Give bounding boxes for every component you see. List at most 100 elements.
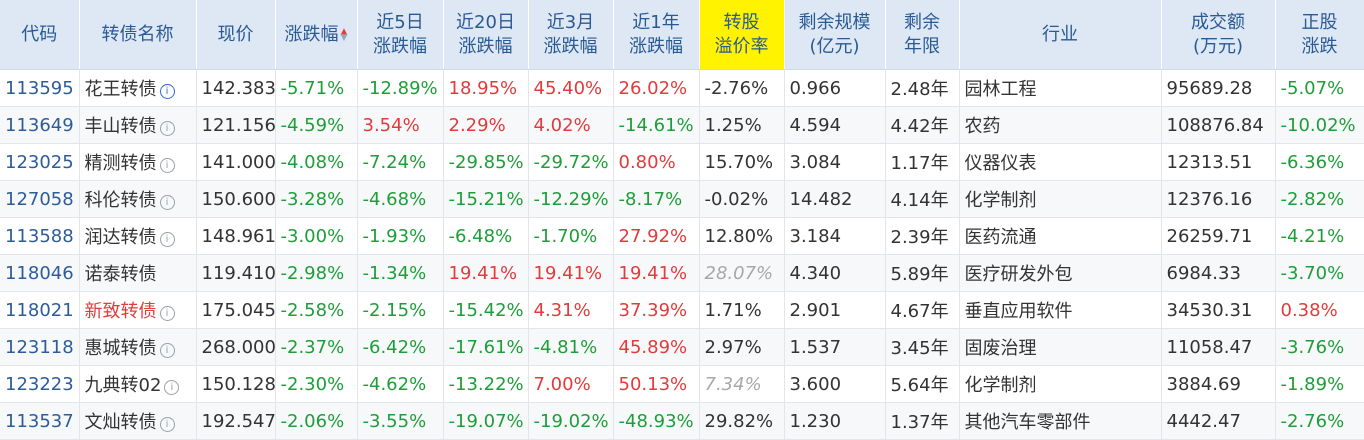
cell-name[interactable]: 润达转债 i bbox=[79, 217, 197, 255]
cell-premium-text: 15.70% bbox=[704, 151, 774, 173]
cell-code[interactable]: 113537 bbox=[0, 402, 80, 440]
cell-change: -2.98% bbox=[275, 254, 358, 292]
cell-code[interactable]: 113595 bbox=[0, 69, 80, 107]
cell-name[interactable]: 诺泰转债 bbox=[79, 254, 197, 292]
info-icon[interactable]: i bbox=[164, 380, 180, 395]
cell-chg1y: -14.61% bbox=[613, 106, 700, 144]
cell-stock: 0.38% bbox=[1275, 291, 1364, 329]
cell-chg1y-text: 0.80% bbox=[618, 151, 676, 173]
cell-name[interactable]: 精测转债 i bbox=[79, 143, 197, 181]
header-stock-change[interactable]: 正股 涨跌 bbox=[1275, 0, 1364, 70]
table-row[interactable]: 127058 科伦转债 i 150.600 -3.28% -4.68% -15.21% -12… bbox=[0, 180, 1364, 218]
header-years-line2: 年限 bbox=[904, 35, 940, 57]
header-change[interactable]: 涨跌幅 ▲ ▼ bbox=[275, 0, 358, 70]
header-price[interactable]: 现价 bbox=[196, 0, 276, 70]
header-premium[interactable]: 转股 溢价率 bbox=[699, 0, 785, 70]
cell-change-text: -4.08% bbox=[280, 151, 345, 173]
info-icon[interactable]: i bbox=[159, 343, 175, 358]
cell-code[interactable]: 123223 bbox=[0, 365, 80, 403]
cell-chg5d: -12.89% bbox=[357, 69, 444, 107]
cell-name[interactable]: 九典转02 i bbox=[79, 365, 197, 403]
cell-chg3m: -1.70% bbox=[528, 217, 614, 255]
cell-chg1y-text: 37.39% bbox=[618, 299, 688, 321]
cell-change: -5.71% bbox=[275, 69, 358, 107]
cell-years-text: 2.48年 bbox=[890, 79, 949, 100]
info-icon[interactable]: i bbox=[159, 306, 175, 321]
cell-code[interactable]: 123025 bbox=[0, 143, 80, 181]
cell-scale: 3.084 bbox=[784, 143, 886, 181]
cell-premium-text: 1.25% bbox=[704, 114, 762, 136]
cell-volume-text: 6984.33 bbox=[1166, 262, 1241, 284]
header-change-label: 涨跌幅 bbox=[284, 23, 339, 45]
cell-scale: 3.184 bbox=[784, 217, 886, 255]
header-name[interactable]: 转债名称 bbox=[79, 0, 197, 70]
cell-code[interactable]: 113588 bbox=[0, 217, 80, 255]
cell-chg3m: -12.29% bbox=[528, 180, 614, 218]
cell-code[interactable]: 118046 bbox=[0, 254, 80, 292]
header-1y-change[interactable]: 近1年 涨跌幅 bbox=[613, 0, 700, 70]
table-row[interactable]: 113649 丰山转债 i 121.156 -4.59% 3.54% 2.29% 4.02% -… bbox=[0, 106, 1364, 144]
table-row[interactable]: 113595 花王转债 i 142.383 -5.71% -12.89% 18.95% 45.… bbox=[0, 69, 1364, 107]
cell-name[interactable]: 文灿转债 i bbox=[79, 402, 197, 440]
cell-change: -4.08% bbox=[275, 143, 358, 181]
header-code[interactable]: 代码 bbox=[0, 0, 80, 70]
cell-chg3m-text: -29.72% bbox=[533, 151, 609, 173]
cell-chg3m-text: 45.40% bbox=[533, 77, 603, 99]
table-row[interactable]: 123223 九典转02 i 150.128 -2.30% -4.62% -13.22% 7.… bbox=[0, 365, 1364, 403]
header-industry[interactable]: 行业 bbox=[959, 0, 1162, 70]
cell-chg5d: -7.24% bbox=[357, 143, 444, 181]
cell-chg20d: 18.95% bbox=[443, 69, 529, 107]
cell-price-text: 150.600 bbox=[201, 188, 275, 210]
cell-code[interactable]: 127058 bbox=[0, 180, 80, 218]
header-volume[interactable]: 成交额 (万元) bbox=[1161, 0, 1276, 70]
cell-name[interactable]: 科伦转债 i bbox=[79, 180, 197, 218]
info-icon[interactable]: i bbox=[159, 121, 175, 136]
cell-code-text: 127058 bbox=[5, 188, 74, 210]
table-row[interactable]: 118046 诺泰转债 119.410 -2.98% -1.34% 19.41% 19.41… bbox=[0, 254, 1364, 292]
table-row[interactable]: 123118 惠城转债 i 268.000 -2.37% -6.42% -17.61% -4.… bbox=[0, 328, 1364, 366]
cell-industry-text: 农药 bbox=[964, 116, 1001, 137]
header-20d-change[interactable]: 近20日 涨跌幅 bbox=[443, 0, 529, 70]
cell-volume-text: 4442.47 bbox=[1166, 410, 1241, 432]
cell-change-text: -2.58% bbox=[280, 299, 345, 321]
cell-industry: 其他汽车零部件 bbox=[959, 402, 1162, 440]
cell-name[interactable]: 新致转债 i bbox=[79, 291, 197, 329]
cell-chg3m: 4.02% bbox=[528, 106, 614, 144]
info-icon[interactable]: i bbox=[159, 195, 175, 210]
header-scale[interactable]: 剩余规模 (亿元) bbox=[784, 0, 886, 70]
table-row[interactable]: 118021 新致转债 i 175.045 -2.58% -2.15% -15.42% 4.3… bbox=[0, 291, 1364, 329]
cell-years: 4.42年 bbox=[885, 106, 960, 144]
table-row[interactable]: 113588 润达转债 i 148.961 -3.00% -1.93% -6.48% -1.7… bbox=[0, 217, 1364, 255]
cell-code[interactable]: 118021 bbox=[0, 291, 80, 329]
header-years[interactable]: 剩余 年限 bbox=[885, 0, 960, 70]
cell-years-text: 4.42年 bbox=[890, 116, 949, 137]
table-row[interactable]: 123025 精测转债 i 141.000 -4.08% -7.24% -29.85% -29… bbox=[0, 143, 1364, 181]
cell-scale: 2.901 bbox=[784, 291, 886, 329]
cell-scale-text: 1.537 bbox=[789, 336, 842, 358]
info-icon[interactable]: i bbox=[159, 84, 175, 99]
table-row[interactable]: 113537 文灿转债 i 192.547 -2.06% -3.55% -19.07% -19… bbox=[0, 402, 1364, 440]
cell-name-text: 诺泰转债 bbox=[84, 264, 157, 285]
info-icon[interactable]: i bbox=[159, 158, 175, 173]
cell-industry: 医药流通 bbox=[959, 217, 1162, 255]
cell-code[interactable]: 113649 bbox=[0, 106, 80, 144]
cell-name[interactable]: 丰山转债 i bbox=[79, 106, 197, 144]
cell-chg3m: 19.41% bbox=[528, 254, 614, 292]
sort-arrows-icon[interactable]: ▲ ▼ bbox=[341, 27, 348, 42]
cell-stock-text: 0.38% bbox=[1280, 299, 1338, 321]
cell-name[interactable]: 惠城转债 i bbox=[79, 328, 197, 366]
info-icon[interactable]: i bbox=[159, 232, 175, 247]
cell-price: 142.383 bbox=[196, 69, 276, 107]
header-3m-change[interactable]: 近3月 涨跌幅 bbox=[528, 0, 614, 70]
cell-code[interactable]: 123118 bbox=[0, 328, 80, 366]
cell-chg3m: 7.00% bbox=[528, 365, 614, 403]
cell-chg1y: 26.02% bbox=[613, 69, 700, 107]
header-scale-line1: 剩余规模 bbox=[798, 11, 871, 33]
header-3m-line1: 近3月 bbox=[546, 11, 595, 33]
cell-name[interactable]: 花王转债 i bbox=[79, 69, 197, 107]
cell-industry: 垂直应用软件 bbox=[959, 291, 1162, 329]
header-industry-label: 行业 bbox=[1042, 23, 1078, 45]
info-icon[interactable]: i bbox=[159, 417, 175, 432]
header-5d-change[interactable]: 近5日 涨跌幅 bbox=[357, 0, 444, 70]
